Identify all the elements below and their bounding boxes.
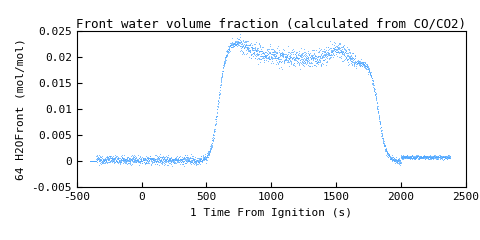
Title: Front water volume fraction (calculated from CO/CO2): Front water volume fraction (calculated …: [76, 17, 466, 30]
X-axis label: 1 Time From Ignition (s): 1 Time From Ignition (s): [190, 208, 352, 218]
Y-axis label: 64 H2OFront (mol/mol): 64 H2OFront (mol/mol): [16, 38, 26, 180]
